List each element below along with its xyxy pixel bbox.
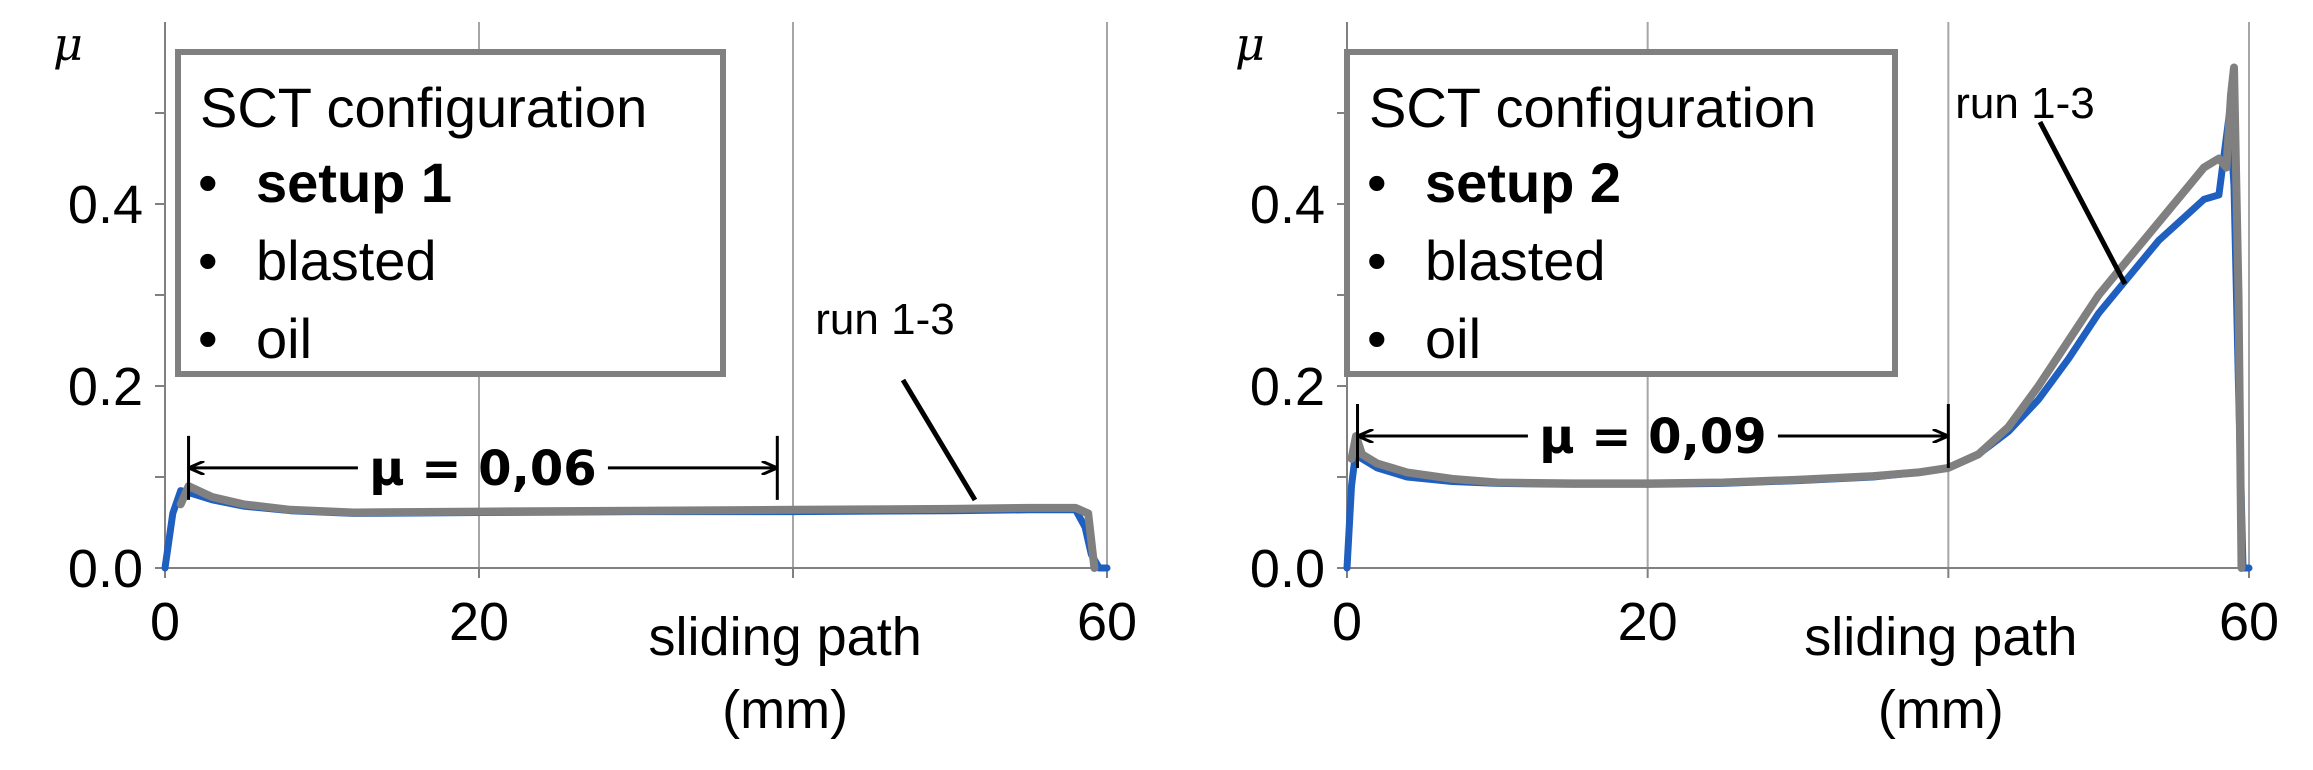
legend-bullet: • [1367, 307, 1387, 370]
legend-bullet: • [198, 307, 218, 370]
legend-item: blasted [1425, 229, 1606, 292]
legend-item: oil [256, 307, 312, 370]
legend-item: setup 1 [256, 151, 452, 214]
x-tick-label: 0 [1332, 592, 1362, 652]
annotation-pointer [900, 378, 978, 502]
y-tick-label: 0.2 [1250, 357, 1325, 417]
mean-value-label: μ = 0,09 [1539, 409, 1766, 465]
legend-box [175, 49, 726, 377]
legend-bullet: • [198, 229, 218, 292]
annotation-label: run 1-3 [1955, 79, 2094, 128]
x-tick-label: 60 [2219, 592, 2279, 652]
legend-title: SCT configuration [200, 76, 647, 139]
annotation-pointer [2037, 120, 2128, 286]
legend-item: blasted [256, 229, 437, 292]
legend-item: oil [1425, 307, 1481, 370]
x-axis-label-unit: (mm) [1878, 680, 2004, 740]
legend-bullet: • [198, 151, 218, 214]
y-tick-label: 0.0 [1250, 539, 1325, 599]
legend-title: SCT configuration [1369, 76, 1816, 139]
series-line-2 [176, 482, 1099, 572]
legend: SCT configuration • setup 2 • blasted • oil [1344, 49, 1898, 377]
legend-bullet: • [1367, 229, 1387, 292]
x-axis-label-unit: (mm) [722, 680, 848, 740]
x-tick-label: 0 [150, 592, 180, 652]
y-axis-label: μ [1235, 17, 1265, 71]
x-tick-label: 20 [449, 592, 509, 652]
series-line-1 [161, 487, 1111, 572]
x-axis-label: sliding path [1804, 607, 2077, 667]
x-tick-label: 20 [1618, 592, 1678, 652]
legend-box [1344, 49, 1898, 377]
annotation-label: run 1-3 [815, 295, 954, 344]
chart-panel-1: 0.0 0.2 0.4 0 20 60 sliding path (mm) μ μ = 0,06 r… [53, 17, 1137, 740]
legend-bullet: • [1367, 151, 1387, 214]
x-tick-label: 60 [1077, 592, 1137, 652]
chart-panel-2: 0.0 0.2 0.4 0 20 60 sliding path (mm) μ μ = 0,09 r… [1235, 17, 2279, 740]
y-tick-label: 0.4 [68, 175, 143, 235]
series-line-2 [1347, 63, 2246, 572]
y-axis-label: μ [53, 17, 83, 71]
mean-value-label: μ = 0,06 [369, 441, 596, 497]
y-tick-label: 0.4 [1250, 175, 1325, 235]
legend-item: setup 2 [1425, 151, 1621, 214]
legend: SCT configuration • setup 1 • blasted • oil [175, 49, 726, 377]
y-tick-label: 0.0 [68, 539, 143, 599]
x-axis-label: sliding path [649, 607, 922, 667]
y-tick-label: 0.2 [68, 357, 143, 417]
